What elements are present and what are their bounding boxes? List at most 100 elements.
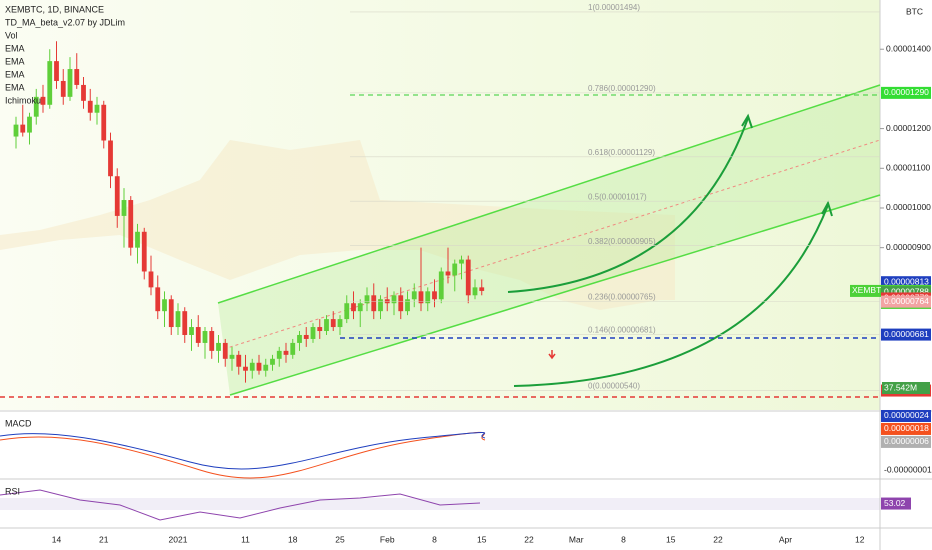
- arrow-head: [741, 113, 753, 129]
- candle-body: [60, 80, 66, 97]
- macd-pane: [0, 412, 880, 478]
- candle: [249, 358, 255, 379]
- candle-body: [229, 354, 235, 359]
- macd-tag: [881, 435, 931, 448]
- candle-body: [337, 319, 343, 328]
- candle: [236, 350, 242, 375]
- pane-label: RSI: [5, 486, 20, 496]
- candle: [168, 295, 174, 335]
- candle-body: [445, 271, 451, 276]
- candle-body: [175, 311, 181, 328]
- candle: [155, 275, 161, 320]
- candle-body: [13, 124, 19, 137]
- candle-body: [452, 263, 458, 276]
- x-tick-label: 15: [477, 534, 487, 544]
- candle-body: [141, 231, 147, 272]
- candle-body: [236, 354, 242, 367]
- x-tick-label: 14: [52, 534, 62, 544]
- candle: [411, 283, 417, 308]
- candle: [337, 315, 343, 335]
- candle-body: [256, 362, 262, 371]
- fib-label: 1(0.00001494): [588, 3, 640, 12]
- candle-body: [222, 342, 228, 359]
- volume-tag: [882, 382, 930, 394]
- candle: [81, 76, 86, 109]
- channel-lower: [229, 194, 881, 396]
- pane-label: MACD: [5, 418, 32, 428]
- candle: [20, 104, 26, 137]
- projection-arrow: [507, 117, 749, 293]
- candle-body: [155, 287, 161, 312]
- x-tick-label: Apr: [779, 534, 792, 544]
- candle: [128, 196, 134, 256]
- candle-body: [465, 259, 471, 296]
- x-tick-label: 25: [335, 534, 345, 544]
- candle-body: [108, 140, 113, 177]
- candle-body: [297, 334, 302, 343]
- candle: [290, 338, 296, 359]
- candle: [67, 57, 73, 101]
- candle: [13, 116, 19, 149]
- candle-body: [438, 271, 444, 300]
- projection-arrow: [513, 204, 829, 387]
- candle-body: [168, 299, 174, 328]
- rsi-tag: [881, 497, 911, 510]
- candle-body: [472, 287, 478, 296]
- candle: [351, 291, 356, 320]
- candle: [47, 49, 53, 109]
- candle-body: [378, 299, 383, 312]
- candle-body: [67, 69, 73, 97]
- candle: [432, 279, 437, 308]
- candle: [472, 279, 478, 300]
- x-tick-label: 11: [241, 534, 250, 544]
- y-tick-label: 0.00001200: [886, 123, 931, 133]
- candle-body: [81, 84, 86, 101]
- indicator-name: EMA: [5, 43, 25, 53]
- candle-body: [189, 327, 194, 335]
- candle: [87, 88, 93, 121]
- candle: [74, 53, 80, 89]
- candle: [182, 307, 188, 343]
- candles: [13, 41, 485, 383]
- fib-label: 0.5(0.00001017): [588, 192, 647, 201]
- candle: [195, 315, 201, 347]
- candle-body: [33, 96, 39, 117]
- candle: [243, 354, 248, 383]
- indicator-name: Ichimoku: [5, 95, 41, 105]
- candle-body: [418, 291, 424, 304]
- candle: [398, 287, 404, 320]
- rsi-tag-label: 53.02: [884, 498, 906, 508]
- candle-body: [283, 350, 289, 355]
- candle: [425, 287, 431, 312]
- volume-tag-label: 37.542M: [884, 382, 917, 392]
- price-tag-label: 0.00000813: [884, 276, 929, 286]
- channel-upper: [217, 84, 881, 304]
- fib-label: 0.786(0.00001290): [588, 84, 656, 93]
- ichimoku-cloud: [0, 140, 675, 310]
- channel-fill: [218, 85, 880, 395]
- rsi-band: [0, 498, 880, 510]
- candle-body: [405, 299, 410, 312]
- candle: [135, 223, 140, 264]
- indicator-name: EMA: [5, 82, 25, 92]
- candle-body: [276, 350, 282, 359]
- candle: [60, 69, 66, 105]
- candle: [344, 295, 350, 324]
- macd-tag: [881, 409, 931, 422]
- candle-body: [148, 271, 154, 288]
- candle: [303, 327, 309, 347]
- macd-tag: [881, 422, 931, 435]
- indicator-name: EMA: [5, 69, 25, 79]
- y-tick-label: 0.00001400: [886, 43, 931, 53]
- candle-body: [243, 366, 248, 371]
- candle: [459, 255, 464, 280]
- candle-body: [114, 176, 120, 216]
- down-arrow: [548, 350, 556, 360]
- x-tick-label: 18: [288, 534, 298, 544]
- candle: [202, 327, 208, 359]
- candle-body: [344, 303, 350, 320]
- candle-body: [317, 327, 323, 332]
- x-tick-label: 22: [524, 534, 534, 544]
- candle-body: [202, 331, 208, 343]
- x-tick-label: 12: [855, 534, 865, 544]
